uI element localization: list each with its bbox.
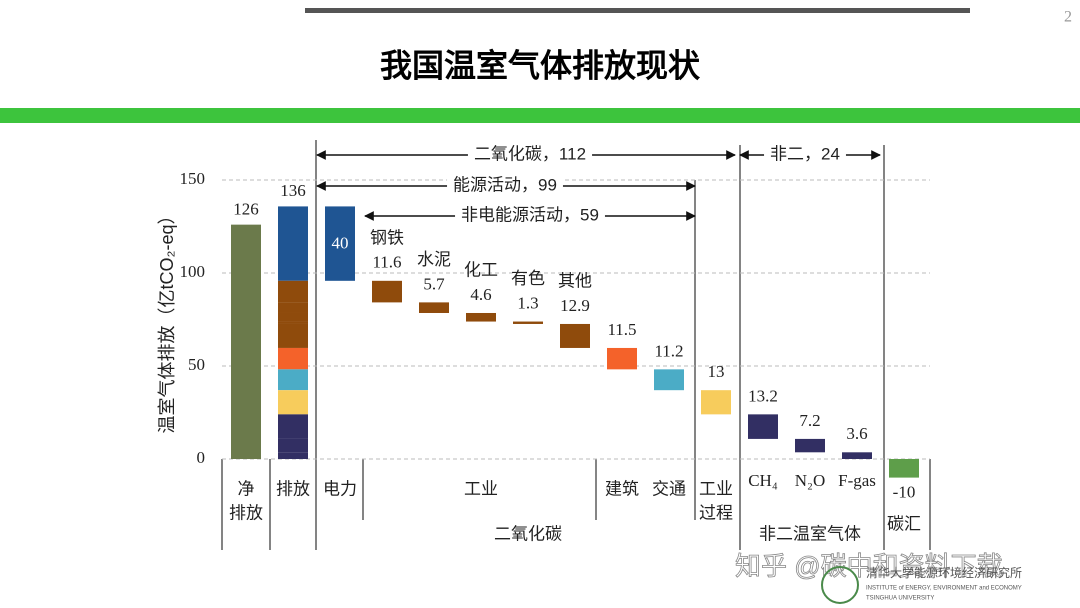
y-tick-label: 100 xyxy=(180,262,206,281)
stacked-segment xyxy=(278,312,308,322)
bar-name: 其他 xyxy=(558,271,592,290)
y-tick-label: 0 xyxy=(197,448,206,467)
category-label: F-gas xyxy=(838,471,876,490)
category-label: N₂O xyxy=(795,471,825,490)
span-label-bg xyxy=(455,205,605,225)
value-label: 11.2 xyxy=(654,341,683,360)
y-axis-title: 温室气体排放（亿tCO₂-eq） xyxy=(157,206,177,433)
bar-name: 有色 xyxy=(511,269,545,288)
stacked-segment xyxy=(278,369,308,391)
value-label: 1.3 xyxy=(517,293,538,312)
category-label: 电力 xyxy=(323,479,357,498)
span-label: 非二，24 xyxy=(770,144,840,163)
value-label: 3.6 xyxy=(846,424,867,443)
value-label: 13 xyxy=(708,362,725,381)
value-label: 11.5 xyxy=(607,320,636,339)
value-label: -10 xyxy=(893,483,916,502)
value-label: 12.9 xyxy=(560,296,590,315)
stacked-segment xyxy=(278,302,308,313)
waterfall-bar xyxy=(560,323,590,348)
slide-title: 我国温室气体排放现状 xyxy=(380,47,701,83)
value-label: 13.2 xyxy=(748,386,778,405)
waterfall-bar xyxy=(889,459,919,478)
y-tick-label: 150 xyxy=(180,169,206,188)
category-label: 工业 xyxy=(464,479,498,498)
value-label: 4.6 xyxy=(470,285,491,304)
waterfall-bar xyxy=(748,414,778,439)
section-label: 二氧化碳 xyxy=(494,524,562,543)
category-label: 工业 xyxy=(699,479,733,498)
logo-emblem xyxy=(821,566,859,604)
stacked-segment xyxy=(278,414,308,439)
section-label: 非二温室气体 xyxy=(759,524,861,543)
stacked-segment xyxy=(278,280,308,303)
waterfall-bar xyxy=(513,321,543,324)
category-label: 过程 xyxy=(699,503,733,522)
category-label: 交通 xyxy=(652,479,686,498)
span-label-bg xyxy=(764,144,846,164)
stacked-segment xyxy=(278,323,308,348)
span-label: 非电能源活动，59 xyxy=(461,205,599,224)
waterfall-bar xyxy=(795,438,825,453)
category-label: 建筑 xyxy=(605,479,639,498)
value-label: 5.7 xyxy=(423,274,445,293)
stacked-segment xyxy=(278,347,308,370)
stacked-segment xyxy=(278,321,308,324)
stacked-segment xyxy=(278,206,308,281)
bar-name: 化工 xyxy=(464,260,498,279)
span-label-bg xyxy=(467,144,593,164)
waterfall-bar xyxy=(419,302,449,313)
waterfall-bar xyxy=(701,390,731,415)
category-table xyxy=(221,140,931,550)
stacked-segment xyxy=(278,438,308,453)
net-bar xyxy=(231,224,261,459)
stacked-segment xyxy=(278,452,308,459)
top-bar xyxy=(305,8,970,13)
waterfall-bar xyxy=(372,280,402,303)
span-label: 二氧化碳，112 xyxy=(474,144,586,163)
stacked-segment xyxy=(278,390,308,415)
value-label: 136 xyxy=(280,181,306,200)
waterfall-bar xyxy=(607,347,637,370)
category-label: 净 xyxy=(238,479,255,498)
y-tick-label: 50 xyxy=(188,355,205,374)
value-label: 126 xyxy=(233,200,259,219)
waterfall-bar xyxy=(842,452,872,459)
waterfall-bar xyxy=(325,206,355,281)
bar-name: 水泥 xyxy=(417,250,451,269)
page-number: 2 xyxy=(1064,9,1072,26)
span-label-bg xyxy=(447,175,563,195)
value-label: 7.2 xyxy=(799,411,820,430)
waterfall-bar xyxy=(654,369,684,391)
value-label: 11.6 xyxy=(372,253,401,272)
category-label: 排放 xyxy=(229,503,263,522)
bar-name: 钢铁 xyxy=(370,228,404,247)
logo-name: 清华大学能源环境经济研究所 xyxy=(866,565,1022,580)
category-label: CH₄ xyxy=(748,471,778,490)
logo-english: INSTITUTE of ENERGY, ENVIRONMENT and ECO… xyxy=(866,586,1022,592)
category-label: 排放 xyxy=(276,479,310,498)
logo-university: TSINGHUA UNIVERSITY xyxy=(866,596,934,602)
green-band xyxy=(0,108,1080,123)
watermark: 知乎 @碳中和资料下载 xyxy=(735,551,1003,581)
waterfall-bar xyxy=(466,312,496,322)
section-label: 碳汇 xyxy=(887,514,921,533)
value-label: 40 xyxy=(332,233,349,252)
span-label: 能源活动，99 xyxy=(453,175,557,194)
